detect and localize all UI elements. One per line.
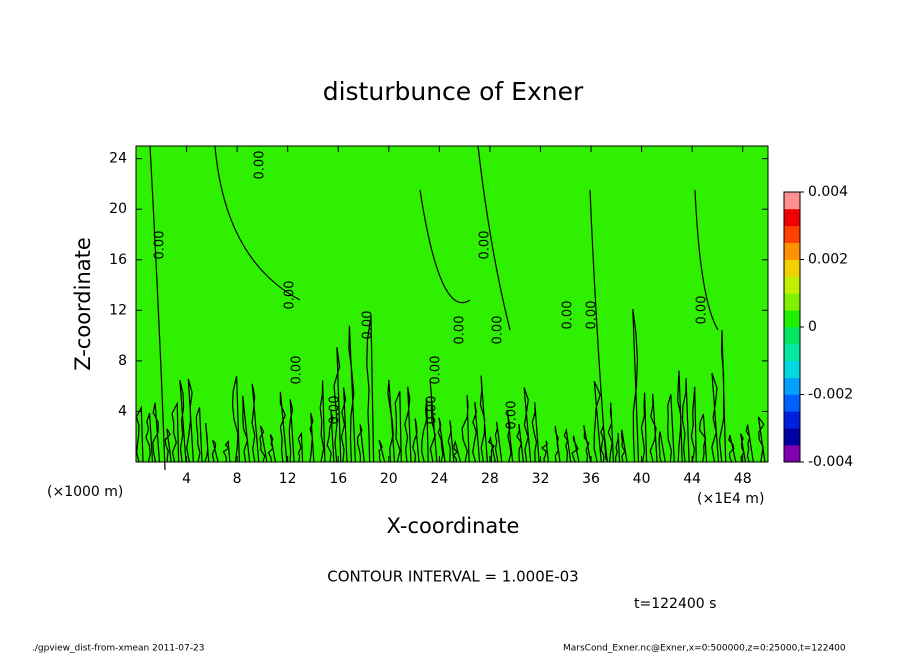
x-tick-label: 36 xyxy=(582,471,600,487)
plot-frame xyxy=(135,145,769,463)
contour-label: 0.00 xyxy=(478,231,493,260)
x-tick-label: 32 xyxy=(532,471,550,487)
contour-label: 0.00 xyxy=(561,301,576,330)
contour-label: 0.00 xyxy=(253,151,268,180)
colorbar-swatch xyxy=(784,208,800,227)
contour-label: 0.00 xyxy=(429,356,444,385)
colorbar-swatch xyxy=(784,225,800,243)
x-tick-label: 20 xyxy=(380,471,398,487)
x-tick-label: 16 xyxy=(329,471,347,487)
y-tick-label: 4 xyxy=(118,403,127,419)
x-scale-note: (×1000 m) xyxy=(47,484,123,500)
y-axis-label: Z-coordinate xyxy=(71,237,95,371)
colorbar-tick-label: -0.004 xyxy=(808,454,853,470)
contour-line xyxy=(135,145,766,471)
contour-field xyxy=(136,146,768,462)
colorbar-tick-label: 0.002 xyxy=(808,252,848,268)
y-tick-label: 12 xyxy=(109,302,127,318)
colorbar-swatch xyxy=(784,310,800,328)
colorbar-swatch xyxy=(784,343,800,362)
colorbar-swatch xyxy=(784,259,800,277)
colorbar-swatch xyxy=(784,411,800,429)
footer-right: MarsCond_Exner.nc@Exner,x=0:500000,z=0:2… xyxy=(563,644,846,654)
colorbar-swatch xyxy=(784,360,800,378)
colorbar-tick-label: 0.004 xyxy=(808,184,848,200)
contour-label: 0.00 xyxy=(328,396,343,425)
x-tick-label: 8 xyxy=(233,471,242,487)
contour-label: 0.00 xyxy=(453,316,468,345)
colorbar-swatch xyxy=(784,327,800,345)
x-tick-label: 40 xyxy=(633,471,651,487)
y-tick-label: 24 xyxy=(109,151,127,167)
colorbar-tick-label: -0.002 xyxy=(808,387,853,403)
x-scale-note: (×1E4 m) xyxy=(697,491,764,507)
colorbar-swatch xyxy=(784,276,800,294)
contour-label: 0.00 xyxy=(283,281,298,310)
colorbar-swatch xyxy=(784,377,800,395)
y-tick-label: 16 xyxy=(109,252,127,268)
contour-label: 0.00 xyxy=(425,396,440,425)
x-tick-label: 28 xyxy=(481,471,499,487)
chart-title: disturbunce of Exner xyxy=(323,77,584,106)
contour-label: 0.00 xyxy=(491,316,506,345)
contour-label: 0.00 xyxy=(290,356,305,385)
colorbar-tick-label: 0 xyxy=(808,319,817,335)
colorbar-swatch xyxy=(784,394,800,412)
footer-left: ./gpview_dist-from-xmean 2011-07-23 xyxy=(32,644,204,654)
colorbar-swatch xyxy=(784,192,800,210)
time-label: t=122400 s xyxy=(634,596,716,612)
x-axis-label: X-coordinate xyxy=(387,514,520,538)
contour-label: 0.00 xyxy=(361,311,376,340)
contour-label: 0.00 xyxy=(153,231,168,260)
y-tick-label: 8 xyxy=(118,353,127,369)
x-tick-label: 12 xyxy=(279,471,297,487)
x-tick-label: 48 xyxy=(734,471,752,487)
contour-label: 0.00 xyxy=(505,401,520,430)
colorbar-swatch xyxy=(784,428,800,446)
y-tick-label: 20 xyxy=(109,201,127,217)
x-tick-label: 44 xyxy=(683,471,701,487)
contour-label: 0.00 xyxy=(695,296,710,325)
colorbar-swatch xyxy=(784,445,800,463)
x-tick-label: 4 xyxy=(182,471,191,487)
colorbar-swatch xyxy=(784,293,800,311)
x-tick-label: 24 xyxy=(430,471,448,487)
colorbar-swatch xyxy=(784,242,800,260)
contour-label: 0.00 xyxy=(585,301,600,330)
contour-interval: CONTOUR INTERVAL = 1.000E-03 xyxy=(327,568,578,586)
